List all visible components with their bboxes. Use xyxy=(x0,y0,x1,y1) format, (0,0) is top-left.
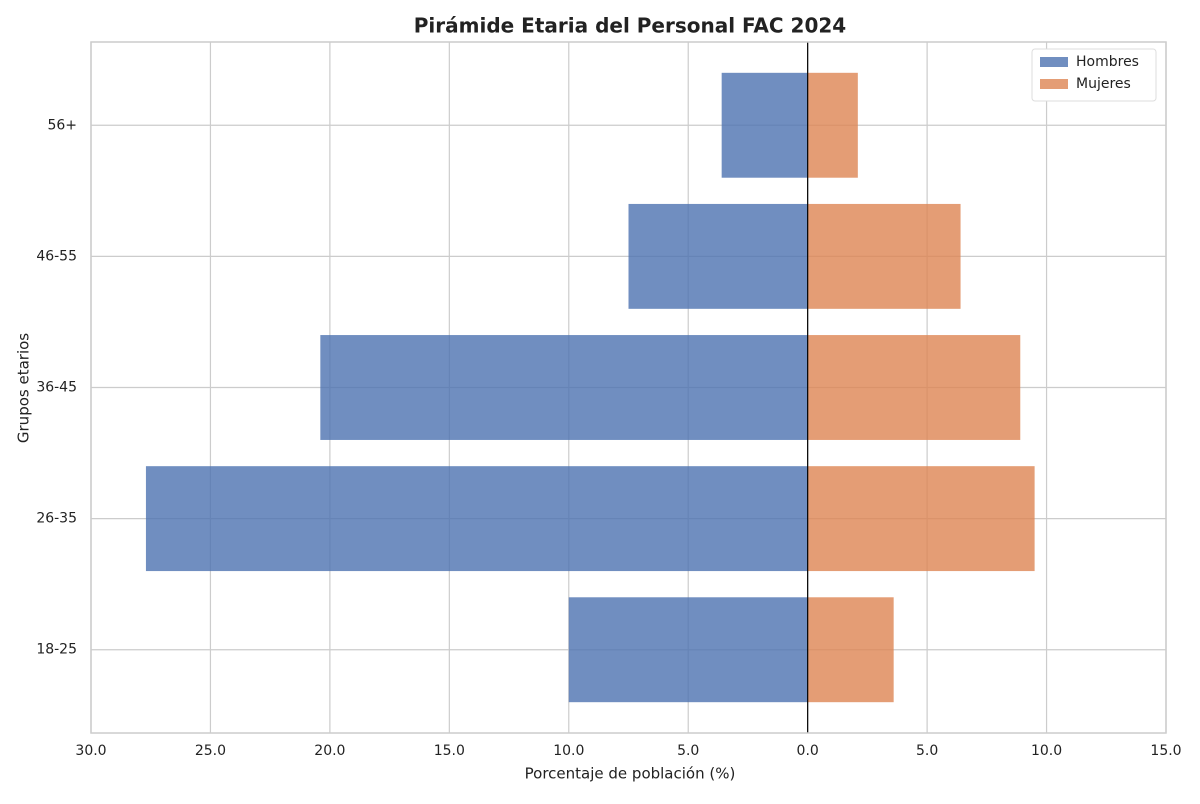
legend-label: Mujeres xyxy=(1076,76,1131,92)
x-tick-label: 10.0 xyxy=(1031,743,1062,759)
legend-swatch xyxy=(1040,57,1068,67)
x-tick-label: 30.0 xyxy=(75,743,106,759)
y-axis-label: Grupos etarios xyxy=(15,333,33,443)
bar xyxy=(568,597,808,703)
x-tick-label: 15.0 xyxy=(434,743,465,759)
x-axis-label: Porcentaje de población (%) xyxy=(525,765,736,783)
legend-label: Hombres xyxy=(1076,54,1139,70)
chart-title: Pirámide Etaria del Personal FAC 2024 xyxy=(414,14,846,38)
x-tick-label: 15.0 xyxy=(1150,743,1181,759)
x-tick-label: 0.0 xyxy=(797,743,819,759)
y-tick-label: 56+ xyxy=(47,117,77,133)
bar xyxy=(807,466,1035,572)
y-tick-label: 26-35 xyxy=(36,511,77,527)
bar xyxy=(145,466,808,572)
bar xyxy=(807,597,894,703)
bar xyxy=(807,335,1021,440)
y-tick-label: 46-55 xyxy=(36,248,77,264)
x-tick-label: 25.0 xyxy=(195,743,226,759)
bar xyxy=(628,203,808,309)
x-tick-label: 10.0 xyxy=(553,743,584,759)
y-tick-label: 18-25 xyxy=(36,642,77,658)
bar xyxy=(320,335,808,440)
bar xyxy=(721,72,808,178)
x-tick-label: 20.0 xyxy=(314,743,345,759)
x-tick-label: 5.0 xyxy=(677,743,699,759)
y-tick-label: 36-45 xyxy=(36,380,77,396)
bar xyxy=(807,72,858,178)
plot-frame xyxy=(90,41,1167,734)
bar xyxy=(807,203,961,309)
legend-swatch xyxy=(1040,79,1068,89)
x-tick-label: 5.0 xyxy=(916,743,938,759)
